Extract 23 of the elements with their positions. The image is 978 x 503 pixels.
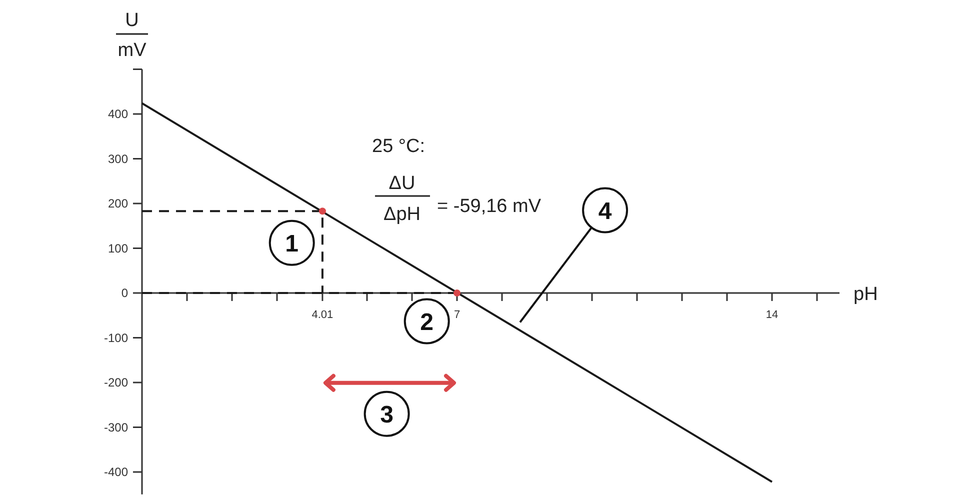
y-tick-label: 100 <box>108 241 128 256</box>
x-tick-label: 4.01 <box>312 309 334 321</box>
annotation: 25 °C: <box>372 136 426 157</box>
y-tick-label: 0 <box>121 286 128 300</box>
x-tick-label: 7 <box>454 309 460 321</box>
annotation: ΔU <box>388 173 416 194</box>
annotation: 2 <box>420 308 434 336</box>
y-tick-label: -400 <box>104 465 128 480</box>
annotation: 4 <box>598 198 612 225</box>
annotation: 1 <box>285 230 299 258</box>
y-tick-label: 400 <box>108 107 128 122</box>
annotation: 3 <box>380 401 394 428</box>
y-tick-label: -200 <box>104 376 128 390</box>
y-axis-title: U <box>125 10 139 31</box>
y-tick-label: 300 <box>108 152 128 166</box>
text: mV <box>118 40 147 61</box>
x-tick-label: 14 <box>766 309 778 321</box>
annotation: = -59,16 mV <box>437 196 542 217</box>
y-tick-label: 200 <box>108 196 128 211</box>
annotation: ΔpH <box>384 204 420 225</box>
x-axis-title: pH <box>854 284 878 305</box>
y-tick-label: -100 <box>104 330 128 345</box>
y-tick-label: -300 <box>104 420 128 434</box>
